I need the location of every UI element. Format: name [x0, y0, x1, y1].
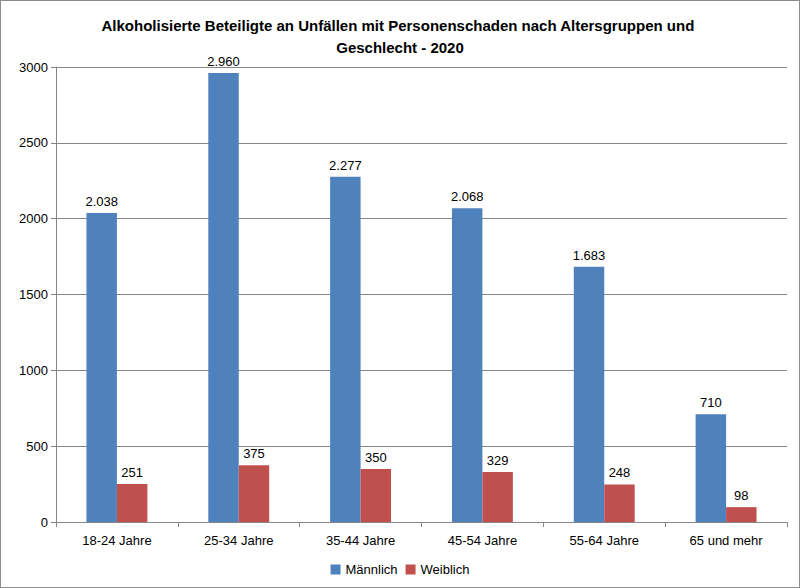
svg-text:18-24 Jahre: 18-24 Jahre — [82, 533, 151, 548]
svg-text:500: 500 — [26, 439, 48, 454]
svg-text:2.068: 2.068 — [451, 189, 484, 204]
svg-text:65 und mehr: 65 und mehr — [690, 533, 764, 548]
svg-text:248: 248 — [609, 465, 631, 480]
svg-text:Geschlecht - 2020: Geschlecht - 2020 — [336, 39, 464, 56]
svg-text:Männlich: Männlich — [346, 562, 398, 577]
svg-text:2.277: 2.277 — [329, 158, 362, 173]
svg-text:25-34 Jahre: 25-34 Jahre — [204, 533, 273, 548]
svg-text:Alkoholisierte Beteiligte an U: Alkoholisierte Beteiligte an Unfällen mi… — [101, 17, 698, 34]
svg-text:98: 98 — [734, 488, 748, 503]
svg-text:375: 375 — [243, 446, 265, 461]
svg-text:350: 350 — [365, 450, 387, 465]
svg-text:2000: 2000 — [19, 211, 48, 226]
svg-text:0: 0 — [41, 515, 48, 530]
svg-text:1.683: 1.683 — [573, 248, 606, 263]
svg-text:35-44 Jahre: 35-44 Jahre — [326, 533, 395, 548]
svg-text:45-54 Jahre: 45-54 Jahre — [448, 533, 517, 548]
svg-text:2.960: 2.960 — [207, 54, 240, 69]
svg-text:710: 710 — [700, 395, 722, 410]
svg-text:251: 251 — [121, 465, 143, 480]
svg-text:Weiblich: Weiblich — [421, 562, 470, 577]
svg-text:1500: 1500 — [19, 287, 48, 302]
svg-text:3000: 3000 — [19, 60, 48, 75]
svg-text:2.038: 2.038 — [85, 194, 118, 209]
svg-text:1000: 1000 — [19, 363, 48, 378]
svg-text:329: 329 — [487, 453, 509, 468]
svg-text:2500: 2500 — [19, 135, 48, 150]
svg-text:55-64 Jahre: 55-64 Jahre — [570, 533, 639, 548]
